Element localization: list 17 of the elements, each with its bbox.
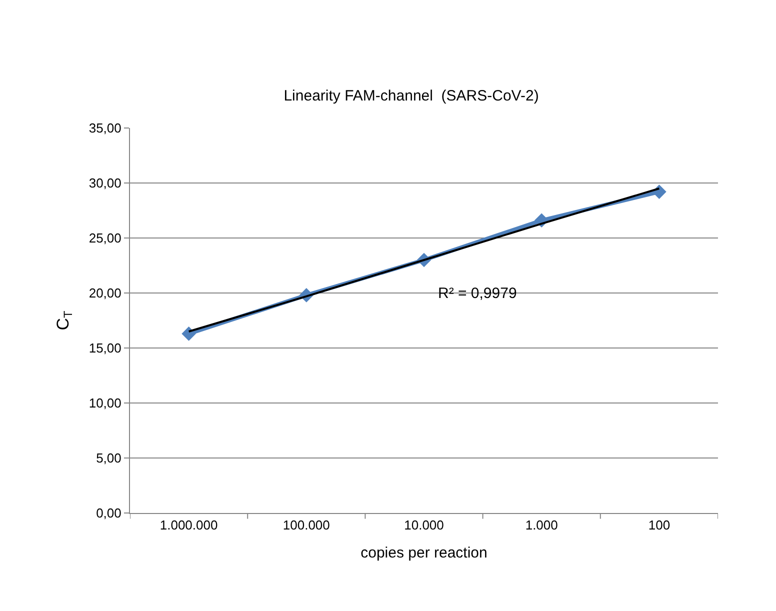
x-tick-label: 100.000 — [282, 518, 330, 533]
y-tick-label: 15,00 — [88, 340, 122, 356]
y-tick-label: 10,00 — [88, 396, 122, 411]
y-tick-label: 35,00 — [88, 120, 122, 136]
x-tick-label: 1.000.000 — [160, 518, 218, 533]
y-tick-label: 20,00 — [88, 286, 122, 301]
chart-title: Linearity FAM-channel (SARS-CoV-2) — [284, 87, 539, 104]
x-tick-label: 1.000 — [525, 518, 558, 533]
point — [182, 326, 196, 341]
y-tick-label: 5,00 — [96, 450, 122, 466]
x-tick-label: 10.000 — [404, 518, 444, 533]
x-axis-title: copies per reaction — [360, 544, 488, 562]
y-tick-label: 0,00 — [96, 506, 122, 521]
x-tick-label: 100 — [648, 518, 670, 533]
y-tick-label: 25,00 — [88, 230, 122, 246]
annotation: R² = 0,9979 — [438, 285, 517, 302]
y-tick-label: 30,00 — [88, 176, 122, 191]
